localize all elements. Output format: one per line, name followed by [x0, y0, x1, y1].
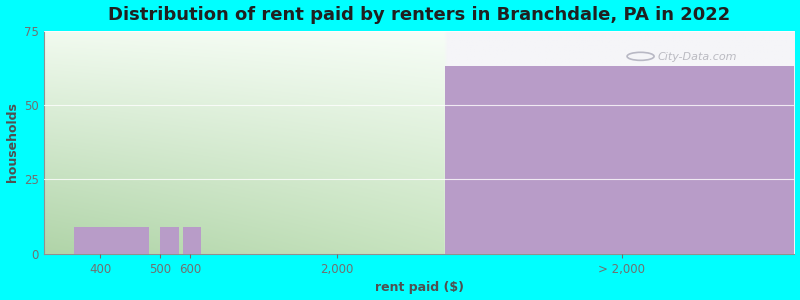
Text: City-Data.com: City-Data.com — [657, 52, 737, 62]
Bar — [74, 227, 149, 254]
Bar — [446, 66, 794, 254]
Y-axis label: households: households — [6, 102, 18, 182]
Bar — [160, 227, 179, 254]
Bar — [182, 227, 202, 254]
X-axis label: rent paid ($): rent paid ($) — [374, 281, 464, 294]
Title: Distribution of rent paid by renters in Branchdale, PA in 2022: Distribution of rent paid by renters in … — [108, 6, 730, 24]
